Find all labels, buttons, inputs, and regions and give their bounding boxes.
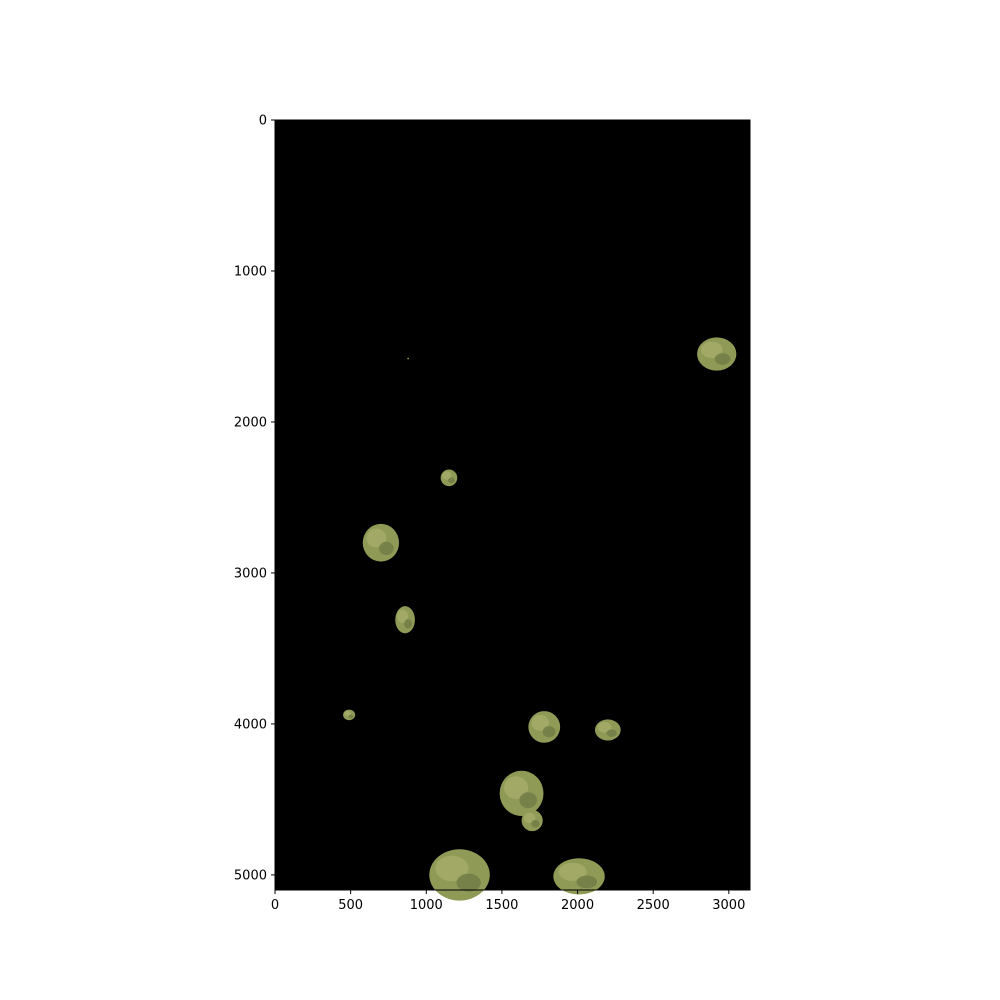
vegetation-patch-body xyxy=(407,357,410,360)
vegetation-patch xyxy=(440,469,458,487)
y-tick-label: 5000 xyxy=(234,868,267,883)
vegetation-patch-shadow xyxy=(348,714,354,719)
x-tick-label: 1000 xyxy=(410,898,443,913)
vegetation-patch-shadow xyxy=(448,477,455,484)
vegetation-patch xyxy=(362,523,400,562)
vegetation-patch-highlight xyxy=(531,715,550,731)
plot-area xyxy=(274,119,751,901)
vegetation-patch xyxy=(407,357,410,360)
vegetation-patch-highlight xyxy=(435,855,469,882)
image-background xyxy=(275,120,750,890)
axes-frame xyxy=(274,119,751,891)
x-tick-label: 500 xyxy=(338,898,363,913)
vegetation-patch xyxy=(697,337,737,371)
x-tick-label: 2000 xyxy=(561,898,594,913)
vegetation-patch xyxy=(553,858,605,895)
y-tick-label: 2000 xyxy=(234,415,267,430)
vegetation-patch-highlight xyxy=(558,862,587,881)
vegetation-patches xyxy=(343,337,737,901)
y-tick-label: 1000 xyxy=(234,264,267,279)
vegetation-patch-shadow xyxy=(542,726,556,738)
vegetation-patch xyxy=(521,809,543,832)
vegetation-patch-highlight xyxy=(523,812,536,824)
x-axis: 0 500 1000 1500 2000 2500 3000 xyxy=(271,890,745,913)
y-tick-label: 4000 xyxy=(234,717,267,732)
vegetation-patch-highlight xyxy=(442,471,452,480)
vegetation-patch xyxy=(594,719,621,741)
vegetation-patch-shadow xyxy=(576,875,598,889)
x-tick-label: 1500 xyxy=(485,898,518,913)
vegetation-patch-highlight xyxy=(344,710,351,717)
x-tick-label: 2500 xyxy=(637,898,670,913)
x-tick-label: 3000 xyxy=(712,898,745,913)
x-tick-label: 0 xyxy=(271,898,279,913)
vegetation-patch xyxy=(395,606,415,634)
vegetation-patch-shadow xyxy=(379,541,394,556)
y-tick-label: 3000 xyxy=(234,566,267,581)
vegetation-patch-shadow xyxy=(531,820,540,828)
vegetation-patch-highlight xyxy=(597,722,612,733)
vegetation-patch xyxy=(429,849,490,901)
vegetation-patch xyxy=(499,770,544,817)
y-tick-label: 0 xyxy=(259,114,267,129)
vegetation-patch-highlight xyxy=(366,528,387,548)
vegetation-patch-shadow xyxy=(519,792,537,809)
vegetation-patch-highlight xyxy=(700,341,723,359)
vegetation-patch-highlight xyxy=(504,776,529,800)
vegetation-patch xyxy=(343,709,356,721)
vegetation-patch-shadow xyxy=(456,873,481,892)
vegetation-patch xyxy=(528,711,561,743)
vegetation-patch-shadow xyxy=(606,729,617,737)
y-axis: 0 1000 2000 3000 4000 5000 xyxy=(234,114,275,883)
vegetation-patch-highlight xyxy=(397,609,409,624)
vegetation-patch-shadow xyxy=(714,353,731,365)
vegetation-patch-shadow xyxy=(404,619,412,629)
